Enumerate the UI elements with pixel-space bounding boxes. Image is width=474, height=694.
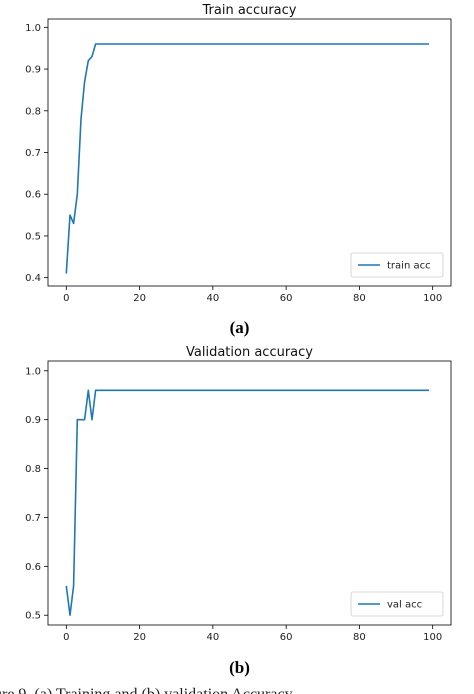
x-tick-label: 60 xyxy=(280,632,293,643)
legend: val acc xyxy=(350,591,444,617)
y-tick-label: 0.8 xyxy=(25,464,41,475)
panel-label: (b) xyxy=(229,658,250,677)
y-tick-label: 0.9 xyxy=(25,65,41,76)
figure-caption: ure 9. (a) Training and (b) validation A… xyxy=(0,686,293,694)
legend-label: train acc xyxy=(387,261,431,272)
y-tick-label: 0.6 xyxy=(25,190,41,201)
y-tick-label: 0.4 xyxy=(25,273,41,284)
plot-frame xyxy=(47,360,452,626)
x-tick-label: 80 xyxy=(353,632,366,643)
y-tick-label: 0.6 xyxy=(25,562,41,573)
y-tick-label: 0.5 xyxy=(25,231,41,242)
x-tick-label: 100 xyxy=(423,293,442,304)
y-tick-label: 0.7 xyxy=(25,148,41,159)
legend-box xyxy=(350,252,444,278)
x-tick-label: 20 xyxy=(133,293,146,304)
y-tick-label: 0.9 xyxy=(25,415,41,426)
series-line-val-acc xyxy=(65,389,429,617)
x-tick-label: 80 xyxy=(353,293,366,304)
legend-box xyxy=(350,591,444,617)
x-tick-label: 40 xyxy=(206,293,219,304)
x-tick-label: 60 xyxy=(280,293,293,304)
x-tick-label: 0 xyxy=(63,632,69,643)
chart-title: Train accuracy xyxy=(202,3,297,18)
y-tick-label: 0.5 xyxy=(25,611,41,622)
legend-label: val acc xyxy=(387,600,422,611)
x-tick-label: 0 xyxy=(63,293,69,304)
panel-label: (a) xyxy=(230,318,250,337)
chart-title: Validation accuracy xyxy=(186,345,313,360)
y-tick-label: 0.7 xyxy=(25,513,41,524)
chart-train: Train accuracy 0 20 40 60 80 100 0.4 0.5 0.6 0.7 0.… xyxy=(25,3,452,304)
x-tick-label: 20 xyxy=(133,632,146,643)
y-tick-label: 1.0 xyxy=(25,23,41,34)
y-tick-label: 0.8 xyxy=(25,106,41,117)
y-tick-label: 1.0 xyxy=(25,366,41,377)
x-tick-label: 40 xyxy=(206,632,219,643)
series-line-train-acc xyxy=(65,43,429,274)
legend: train acc xyxy=(350,252,444,278)
plot-frame xyxy=(47,18,452,287)
chart-validation: Validation accuracy 0 20 40 60 80 100 0.5 0.6 0.7… xyxy=(25,345,452,643)
x-tick-label: 100 xyxy=(423,632,442,643)
